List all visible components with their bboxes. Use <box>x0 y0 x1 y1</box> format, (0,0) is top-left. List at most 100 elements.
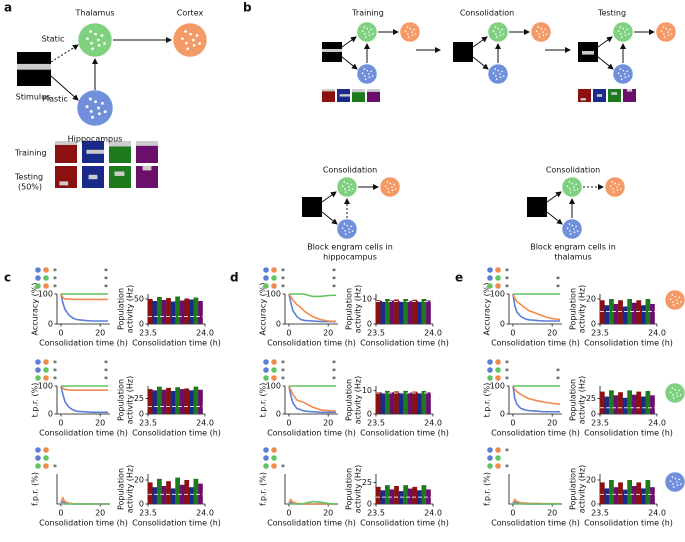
neuron <box>619 188 622 190</box>
arrow <box>597 56 614 70</box>
neuron <box>611 181 614 183</box>
activity-bar <box>170 390 176 414</box>
neuron <box>616 186 618 188</box>
neuron-population <box>530 21 552 43</box>
neuron <box>368 73 370 75</box>
panel-chart: 23.5 24.0 0 10 Consolidation time (h) Populat… <box>345 376 449 438</box>
x-axis-label: Consolidation time (h) <box>39 519 128 528</box>
comparison-dot <box>263 283 269 289</box>
node-label: Thalamus <box>74 9 114 18</box>
activity-bar <box>426 392 431 414</box>
diagram-shapes <box>17 21 685 493</box>
comparison-dot <box>43 283 49 289</box>
neuron <box>669 28 671 31</box>
neuron <box>492 30 495 33</box>
comparison-dot <box>495 375 501 381</box>
neuron <box>364 36 367 38</box>
neuron <box>538 33 540 35</box>
neuron <box>671 294 674 296</box>
neuron <box>660 30 663 33</box>
y-axis-label: activity (Hz) <box>126 376 135 425</box>
neuron <box>368 31 370 33</box>
panel-label: a <box>4 1 12 15</box>
neuron <box>348 231 351 233</box>
comparison-dot <box>35 267 41 273</box>
y-axis-label: f.p.r. (%) <box>31 472 40 506</box>
neuron <box>566 185 569 188</box>
activity-bar <box>403 390 409 414</box>
neuron <box>371 33 374 35</box>
series-line <box>60 293 109 301</box>
neuron-population <box>356 63 378 85</box>
comparison-dot <box>263 375 269 381</box>
comparison-dot <box>43 375 49 381</box>
neuron <box>88 97 92 101</box>
panel-chart: 23.5 24.0 0 50 Consolidation time (h) Populat… <box>117 285 221 348</box>
activity-bar <box>375 486 381 504</box>
neuron <box>409 27 412 30</box>
activity-bar <box>179 484 185 504</box>
neuron-population <box>336 218 358 240</box>
neuron <box>361 72 364 75</box>
panel-label: d <box>230 271 239 285</box>
neuron <box>344 191 347 193</box>
neuron <box>364 78 367 80</box>
edge-label: Plastic <box>42 95 68 104</box>
activity-bar <box>157 386 162 414</box>
activity-bar <box>412 391 418 414</box>
neuron <box>184 30 187 33</box>
x-tick-label: 24.0 <box>424 419 442 428</box>
x-tick-label: 20 <box>547 329 557 338</box>
comparison-dot <box>35 463 41 469</box>
y-tick-label: 0 <box>367 320 372 329</box>
neuron <box>667 34 670 36</box>
arrow <box>546 191 562 203</box>
activity-bar <box>161 300 167 324</box>
neuron <box>384 185 387 188</box>
neuron <box>614 182 617 185</box>
neuron <box>616 189 619 191</box>
x-tick-label: 23.5 <box>591 329 609 338</box>
neuron <box>344 233 347 235</box>
neuron <box>181 37 184 41</box>
neuron <box>667 31 669 33</box>
comparison-dot <box>43 359 49 365</box>
series-line <box>288 385 337 412</box>
comparison-dot <box>43 267 49 273</box>
neuron <box>617 72 620 75</box>
significance-star: * <box>505 359 509 368</box>
neuron <box>612 191 615 193</box>
neuron <box>499 73 501 75</box>
comparison-dot <box>495 267 501 273</box>
y-tick-label: 100 <box>266 382 281 391</box>
y-tick-label: 10 <box>362 386 372 395</box>
neuron <box>411 34 414 36</box>
series-line <box>512 498 561 505</box>
activity-bar <box>421 485 427 504</box>
neuron <box>89 30 92 33</box>
stage-label: Consolidation <box>546 166 600 175</box>
y-tick-label: 0 <box>139 410 144 419</box>
activity-bar <box>157 297 162 324</box>
neuron <box>89 109 93 113</box>
comparison-dot <box>263 359 269 365</box>
neuron <box>363 26 366 28</box>
neuron <box>612 188 614 190</box>
neuron <box>619 26 622 28</box>
stimulus <box>453 42 473 62</box>
y-tick-label: 100 <box>490 290 505 299</box>
significance-star: * <box>556 275 560 284</box>
arrow <box>321 211 338 225</box>
neuron <box>622 27 625 30</box>
x-tick-label: 23.5 <box>367 329 385 338</box>
x-tick-label: 23.5 <box>139 419 157 428</box>
significance-star: * <box>332 367 336 376</box>
activity-bar <box>622 306 628 324</box>
neuron-population <box>76 89 114 127</box>
x-tick-label: 0 <box>58 419 63 428</box>
activity-bar <box>198 301 203 324</box>
neuron <box>495 36 498 38</box>
activity-bar <box>599 300 605 324</box>
significance-star: * <box>281 275 285 284</box>
y-tick-label: 20 <box>134 476 144 485</box>
